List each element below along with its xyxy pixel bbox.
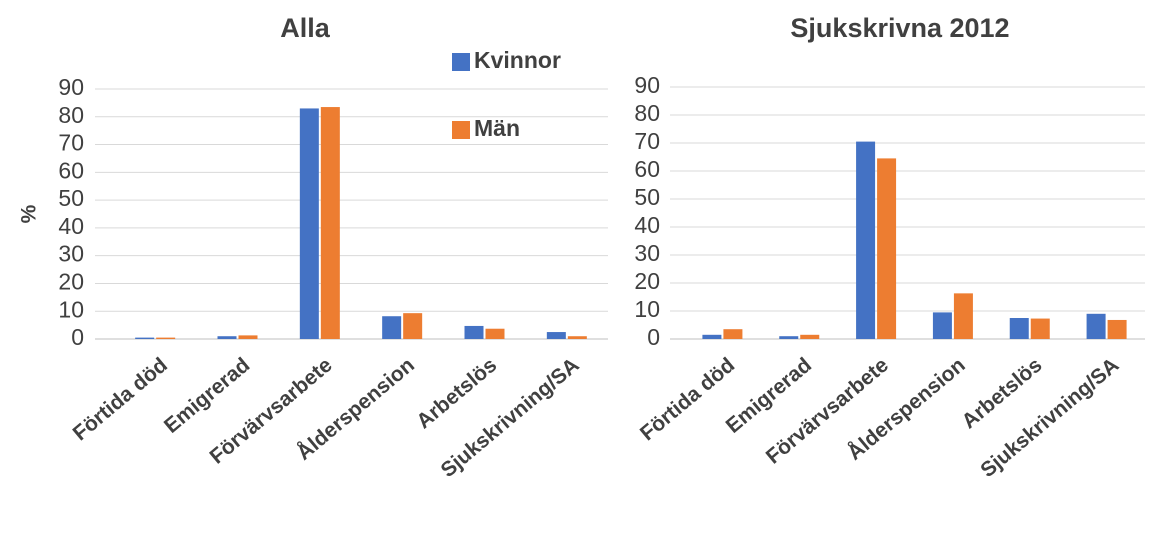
bar: [932, 312, 952, 339]
bar: [953, 293, 973, 339]
bar: [856, 141, 876, 339]
legend-label: Kvinnor: [474, 47, 561, 73]
bar: [320, 107, 340, 339]
y-tick-label: 80: [634, 100, 660, 126]
bar: [403, 313, 423, 339]
x-tick-label: Sjukskrivning/SA: [437, 353, 584, 482]
bar: [238, 335, 258, 339]
x-tick-label: Sjukskrivning/SA: [976, 353, 1123, 482]
y-tick-label: 40: [634, 212, 660, 238]
bar: [217, 336, 237, 339]
bar: [1107, 319, 1127, 339]
bar: [156, 337, 176, 339]
y-tick-label: 20: [58, 269, 84, 295]
chart-title: Sjukskrivna 2012: [790, 13, 1009, 43]
bar: [567, 336, 587, 339]
y-tick-label: 0: [71, 324, 84, 350]
bar: [464, 325, 484, 339]
bar: [135, 337, 155, 339]
y-tick-label: 90: [634, 72, 660, 98]
bar: [877, 158, 897, 339]
y-tick-label: 90: [58, 74, 84, 100]
y-tick-label: 60: [634, 156, 660, 182]
y-tick-label: 70: [58, 130, 84, 156]
bar: [1086, 313, 1106, 339]
y-tick-label: 20: [634, 268, 660, 294]
bar: [485, 328, 505, 339]
bar: [779, 336, 799, 339]
y-tick-label: 70: [634, 128, 660, 154]
bar: [800, 334, 820, 339]
legend-swatch: [452, 121, 470, 139]
bar: [1009, 318, 1029, 339]
x-tick-label: Förtida död: [69, 353, 172, 445]
bar: [723, 329, 743, 339]
legend-swatch: [452, 53, 470, 71]
chart-title: Alla: [280, 13, 331, 43]
y-tick-label: 50: [634, 184, 660, 210]
bar: [546, 332, 566, 339]
y-tick-label: 30: [58, 241, 84, 267]
y-tick-label: 10: [634, 296, 660, 322]
bar: [1030, 318, 1050, 339]
y-tick-label: 50: [58, 185, 84, 211]
y-tick-label: 0: [647, 324, 660, 350]
y-tick-label: 60: [58, 157, 84, 183]
y-axis-label: %: [18, 204, 41, 223]
y-tick-label: 30: [634, 240, 660, 266]
y-tick-label: 80: [58, 102, 84, 128]
x-tick-label: Förtida död: [636, 353, 739, 445]
y-tick-label: 10: [58, 296, 84, 322]
bar: [299, 108, 319, 339]
bar: [702, 334, 722, 339]
legend-label: Män: [474, 115, 520, 141]
y-tick-label: 40: [58, 213, 84, 239]
bar: [382, 316, 402, 339]
